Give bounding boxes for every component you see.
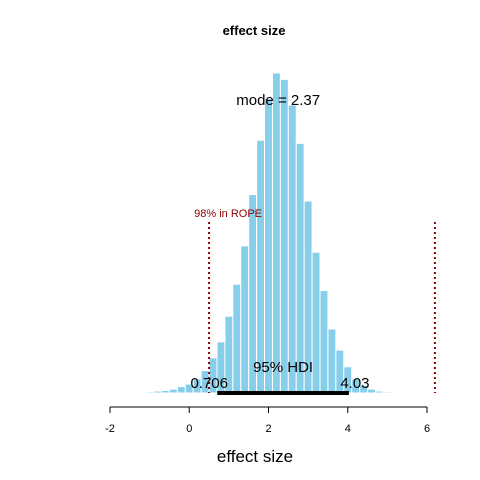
x-axis: -2 0 2 4 6	[105, 406, 430, 435]
x-tick-label: 6	[424, 423, 430, 435]
histogram-bar	[232, 283, 242, 394]
histogram-bar	[311, 251, 321, 394]
rope-lines	[208, 222, 436, 393]
mode-label: mode = 2.37	[236, 92, 320, 109]
histogram-bar	[271, 72, 281, 394]
histogram-bar	[168, 388, 178, 394]
histogram-bar	[327, 328, 337, 394]
x-tick-label: 4	[345, 423, 351, 435]
hdi-label: 95% HDI	[253, 359, 313, 376]
hdi-high-label: 4.03	[340, 375, 369, 392]
x-tick-label: 2	[265, 423, 271, 435]
hdi-low-label: 0.706	[190, 375, 228, 392]
x-tick-label: 0	[186, 423, 192, 435]
histogram-bar	[295, 142, 305, 394]
histogram-bar	[153, 390, 163, 394]
histogram-bar	[264, 98, 273, 394]
histogram-bar	[256, 139, 266, 394]
histogram-bar	[319, 290, 329, 394]
chart-title: effect size	[223, 23, 286, 38]
histogram-bar	[382, 391, 392, 394]
rope-label: 98% in ROPE	[194, 208, 262, 220]
histogram-bar	[287, 104, 297, 394]
histogram-bar	[176, 386, 186, 394]
histogram-bar	[279, 78, 289, 394]
x-tick-label: -2	[105, 423, 115, 435]
x-axis-title: effect size	[217, 447, 293, 466]
histogram-bar	[145, 391, 155, 394]
histogram-bar	[161, 389, 170, 394]
histogram-bar	[390, 391, 400, 394]
histogram-bar	[374, 390, 384, 394]
histogram-bars	[145, 72, 400, 394]
histogram-bar	[240, 245, 250, 394]
